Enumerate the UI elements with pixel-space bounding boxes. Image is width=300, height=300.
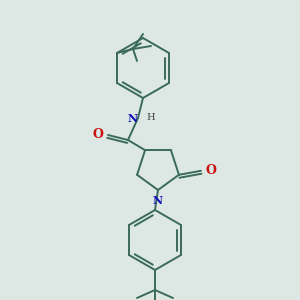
Text: N: N xyxy=(128,112,138,124)
Text: O: O xyxy=(92,128,103,142)
Text: H: H xyxy=(146,113,154,122)
Text: O: O xyxy=(206,164,217,177)
Text: N: N xyxy=(153,195,163,206)
